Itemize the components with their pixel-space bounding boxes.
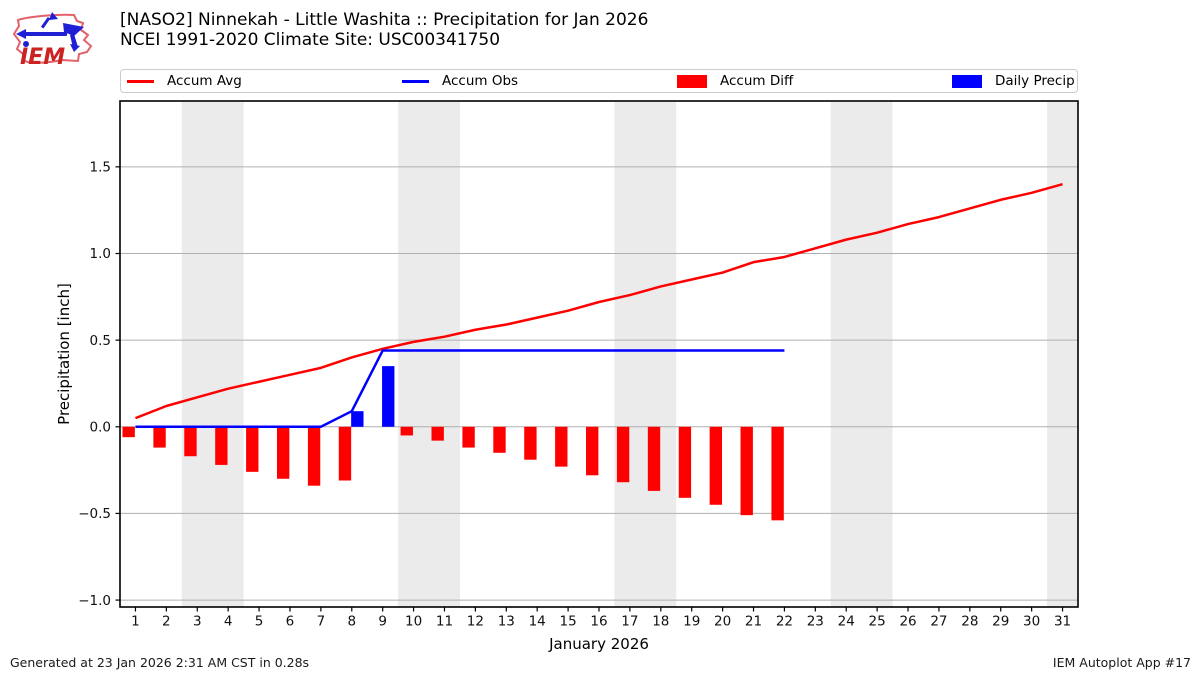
accum-diff-bar <box>740 426 753 516</box>
legend-label-accum-avg: Accum Avg <box>167 73 242 89</box>
accum-diff-bar <box>616 426 630 483</box>
weekend-band <box>1047 101 1078 607</box>
x-tick-label: 2 <box>162 614 171 630</box>
x-tick-label: 3 <box>193 614 202 630</box>
x-tick-label: 5 <box>255 614 264 630</box>
x-tick-label: 14 <box>529 614 546 630</box>
accum-diff-bar <box>276 426 290 479</box>
y-tick-label: 0.0 <box>90 419 111 435</box>
weekend-band <box>181 101 244 607</box>
app-credit: IEM Autoplot App #17 <box>1052 655 1191 670</box>
x-tick-label: 24 <box>838 614 855 630</box>
iem-logo: IEM <box>8 6 110 72</box>
x-tick-label: 11 <box>436 614 453 630</box>
x-tick-label: 9 <box>378 614 387 630</box>
x-tick-label: 21 <box>745 614 762 630</box>
legend-item-accum-obs: Accum Obs <box>402 70 518 92</box>
x-axis-label: January 2026 <box>549 635 649 653</box>
y-tick-label: −1.0 <box>78 593 111 609</box>
x-tick-label: 31 <box>1054 614 1071 630</box>
x-tick-label: 12 <box>467 614 484 630</box>
accum-diff-bar <box>153 426 166 448</box>
accum-diff-bar <box>462 426 475 448</box>
x-tick-label: 8 <box>347 614 356 630</box>
x-tick-label: 1 <box>131 614 140 630</box>
weekend-band <box>614 101 677 607</box>
accum-diff-bar <box>709 426 722 505</box>
accum-diff-bar <box>400 426 413 436</box>
accum-diff-bar <box>555 426 568 467</box>
accum-diff-bar <box>771 426 784 521</box>
x-tick-label: 25 <box>869 614 886 630</box>
accum-diff-patch-swatch <box>677 74 707 88</box>
x-tick-label: 28 <box>961 614 978 630</box>
generated-timestamp: Generated at 23 Jan 2026 2:31 AM CST in … <box>10 655 310 670</box>
x-tick-label: 16 <box>590 614 607 630</box>
daily-precip-bar <box>382 366 395 427</box>
daily-precip-patch-swatch <box>952 74 982 88</box>
accum-obs-line <box>135 349 785 429</box>
accum-diff-bar <box>586 426 599 476</box>
legend-item-accum-avg: Accum Avg <box>127 70 242 92</box>
x-tick-label: 4 <box>224 614 233 630</box>
y-tick-label: 1.5 <box>90 160 111 176</box>
accum-diff-bar <box>524 426 537 460</box>
iem-logo-graphic: IEM <box>12 12 93 70</box>
x-tick-label: 15 <box>560 614 577 630</box>
x-tick-label: 7 <box>317 614 326 630</box>
x-tick-label: 19 <box>683 614 700 630</box>
chart-subtitle: NCEI 1991-2020 Climate Site: USC00341750 <box>120 29 501 50</box>
x-tick-label: 20 <box>714 614 731 630</box>
chart-legend: Accum Avg Accum Obs Accum Diff Daily Pre… <box>120 69 1078 93</box>
accum-avg-line-swatch <box>127 79 154 83</box>
iem-logo-text: IEM <box>20 45 65 70</box>
x-tick-label: 30 <box>1023 614 1040 630</box>
weekend-band <box>398 101 460 607</box>
accum-diff-bar <box>215 426 228 465</box>
accum-diff-bar <box>493 426 506 453</box>
x-tick-label: 18 <box>652 614 669 630</box>
x-tick-label: 29 <box>992 614 1009 630</box>
legend-label-accum-obs: Accum Obs <box>442 73 519 89</box>
legend-label-accum-diff: Accum Diff <box>720 73 794 89</box>
accum-diff-bar <box>246 426 259 472</box>
x-tick-label: 10 <box>405 614 422 630</box>
accum-avg-line <box>134 182 1063 420</box>
accum-diff-bar <box>184 426 197 457</box>
accum-diff-bar <box>307 426 321 486</box>
legend-item-daily-precip: Daily Precip <box>952 70 1075 92</box>
x-tick-label: 23 <box>807 614 824 630</box>
weekend-band <box>830 101 893 607</box>
daily-precip-bar <box>351 411 364 427</box>
accum-diff-bar <box>122 426 135 438</box>
accum-diff-bar <box>678 426 692 498</box>
chart-title: [NASO2] Ninnekah - Little Washita :: Pre… <box>120 10 649 30</box>
plot-border <box>119 100 1079 608</box>
accum-diff-bar <box>647 426 661 491</box>
legend-item-accum-diff: Accum Diff <box>677 70 793 92</box>
weather-vane-icon <box>16 12 84 52</box>
legend-label-daily-precip: Daily Precip <box>995 73 1075 89</box>
x-tick-label: 27 <box>930 614 947 630</box>
accum-obs-line-swatch <box>402 79 429 83</box>
x-tick-label: 17 <box>621 614 638 630</box>
x-tick-label: 26 <box>899 614 916 630</box>
x-tick-label: 22 <box>776 614 793 630</box>
accum-diff-bar <box>338 426 352 481</box>
y-tick-label: −0.5 <box>78 506 111 522</box>
y-tick-label: 0.5 <box>90 333 111 349</box>
x-tick-label: 13 <box>498 614 515 630</box>
y-axis-label: Precipitation [inch] <box>55 283 73 425</box>
y-tick-label: 1.0 <box>90 246 111 262</box>
x-tick-label: 6 <box>286 614 295 630</box>
accum-diff-bar <box>431 426 444 441</box>
